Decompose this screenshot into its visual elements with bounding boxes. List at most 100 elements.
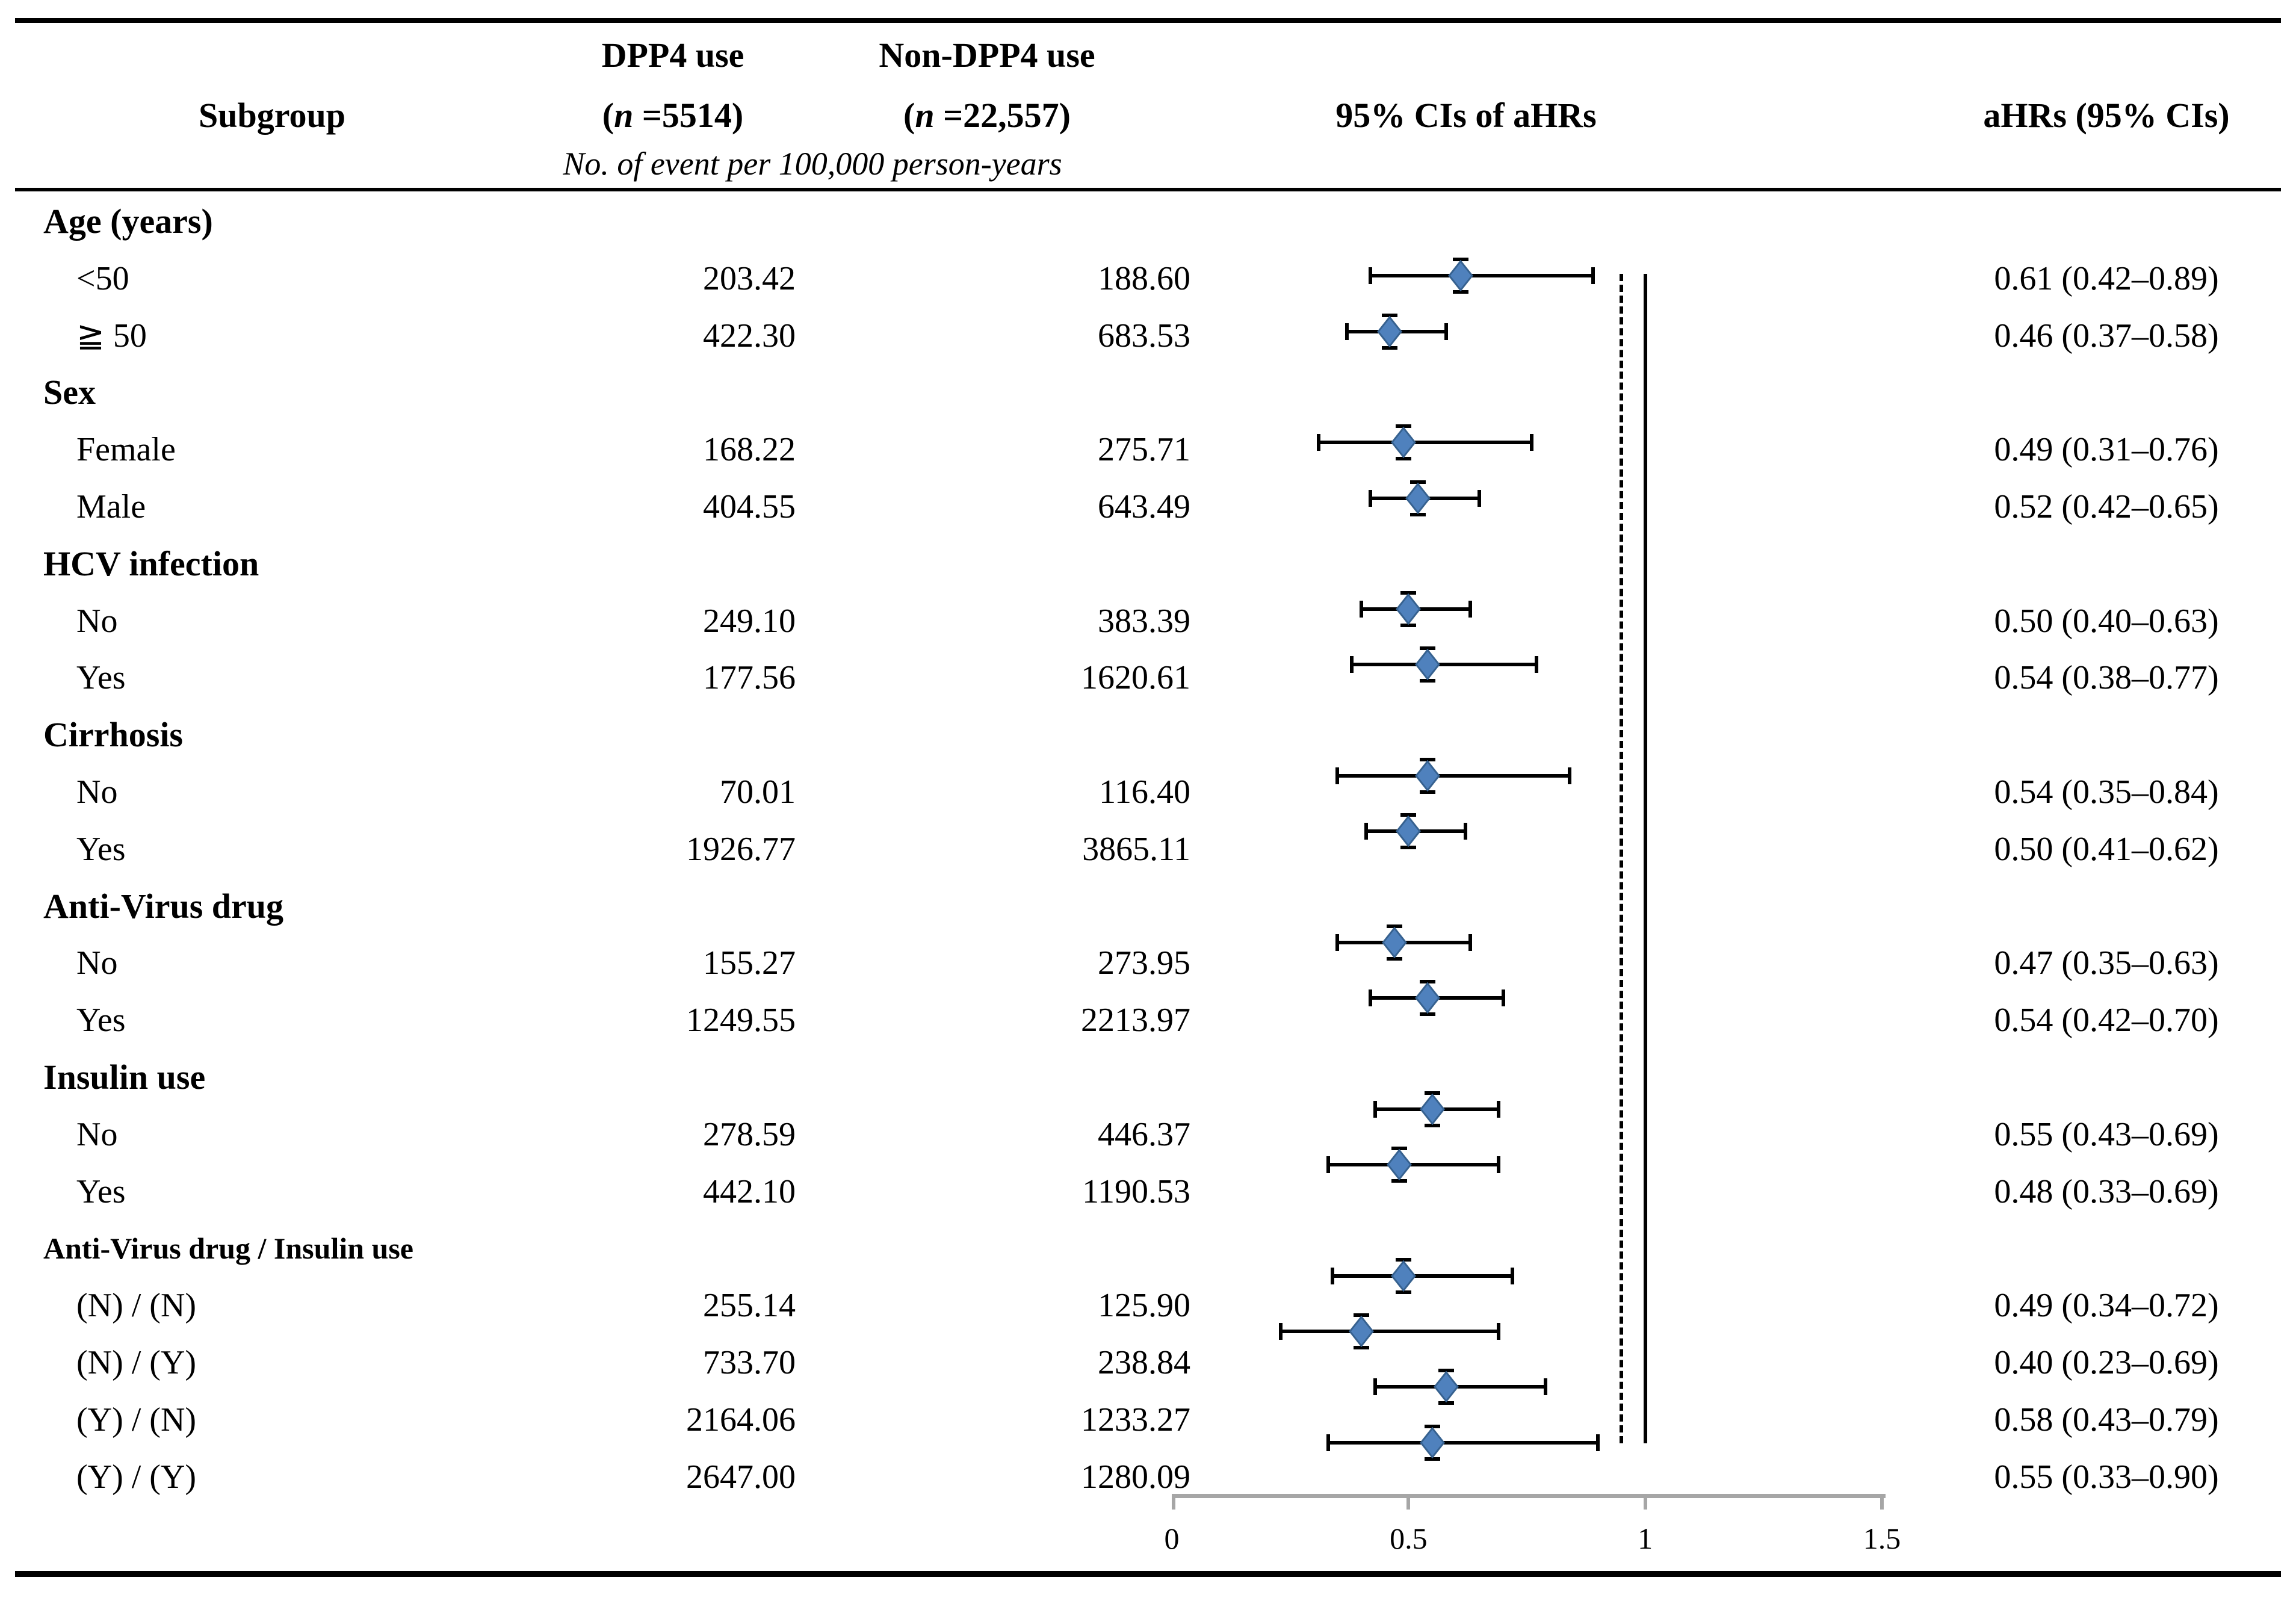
- nondpp4-events-value: 683.53: [1098, 317, 1190, 355]
- estimate-diamond-icon: [1348, 1315, 1374, 1348]
- row-label: (N) / (N): [76, 1287, 197, 1325]
- err-cap-top: [1400, 591, 1417, 595]
- nondpp4-events-value: 275.71: [1098, 431, 1190, 469]
- nondpp4-n-italic: n: [915, 96, 935, 135]
- ci-cap-right: [1496, 1323, 1500, 1340]
- x-axis-tick: [1643, 1494, 1647, 1510]
- dpp4-events-value: 442.10: [703, 1172, 796, 1210]
- dpp4-events-value: 168.22: [703, 431, 796, 469]
- ci-cap-right: [1468, 934, 1472, 951]
- err-cap-top: [1424, 1424, 1440, 1428]
- ci-cap-right: [1478, 489, 1482, 507]
- estimate-diamond-icon: [1396, 815, 1422, 847]
- err-cap-top: [1424, 1091, 1440, 1095]
- ci-cap-left: [1335, 767, 1340, 784]
- err-cap-top: [1400, 813, 1417, 817]
- row-label: No: [76, 773, 118, 811]
- ci-line: [1280, 1330, 1499, 1333]
- ci-cap-left: [1369, 489, 1373, 507]
- err-cap-bottom: [1424, 1123, 1440, 1127]
- ci-cap-left: [1369, 989, 1373, 1007]
- row-label: No: [76, 1115, 118, 1153]
- bottom-rule: [15, 1571, 2281, 1577]
- ci-cap-right: [1501, 989, 1505, 1007]
- ci-cap-right: [1591, 267, 1595, 285]
- row-label: <50: [76, 259, 129, 297]
- x-axis-tick-label: 1: [1638, 1522, 1653, 1555]
- nondpp4-events-value: 643.49: [1098, 488, 1190, 525]
- err-cap-bottom: [1438, 1401, 1455, 1405]
- err-cap-top: [1452, 258, 1468, 262]
- err-cap-bottom: [1391, 1179, 1407, 1183]
- dpp4-n-italic: n: [614, 96, 634, 135]
- x-axis-line: [1172, 1494, 1886, 1498]
- col-header-ahr: aHRs (95% CIs): [1983, 96, 2230, 135]
- nondpp4-events-value: 238.84: [1098, 1344, 1190, 1381]
- err-cap-bottom: [1400, 846, 1417, 850]
- events-note: No. of event per 100,000 person-years: [563, 146, 1062, 182]
- ahr-ci-value: 0.50 (0.41–0.62): [1994, 830, 2219, 868]
- ahr-ci-value: 0.54 (0.35–0.84): [1994, 773, 2219, 811]
- err-cap-bottom: [1381, 345, 1397, 350]
- ahr-ci-value: 0.55 (0.43–0.69): [1994, 1115, 2219, 1153]
- ci-cap-right: [1511, 1267, 1515, 1284]
- ahr-ci-value: 0.46 (0.37–0.58): [1994, 317, 2219, 355]
- col-header-nondpp4-title: Non-DPP4 use: [879, 36, 1095, 75]
- section-header: Insulin use: [43, 1058, 206, 1097]
- ci-cap-left: [1316, 434, 1320, 451]
- section-header: HCV infection: [43, 544, 259, 583]
- ahr-ci-value: 0.54 (0.38–0.77): [1994, 659, 2219, 697]
- ci-cap-left: [1369, 267, 1373, 285]
- ci-cap-left: [1345, 323, 1349, 340]
- err-cap-top: [1419, 758, 1435, 761]
- estimate-diamond-icon: [1405, 482, 1431, 514]
- row-label: ≧ 50: [76, 317, 147, 355]
- err-cap-bottom: [1419, 1012, 1435, 1017]
- dpp4-events-value: 1926.77: [686, 830, 796, 868]
- err-cap-bottom: [1424, 1457, 1440, 1461]
- dpp4-events-value: 70.01: [720, 773, 796, 811]
- ahr-ci-value: 0.55 (0.33–0.90): [1994, 1458, 2219, 1496]
- section-header: Cirrhosis: [43, 715, 183, 755]
- estimate-diamond-icon: [1381, 926, 1407, 959]
- col-header-dpp4-title: DPP4 use: [601, 36, 744, 75]
- nondpp4-events-value: 273.95: [1098, 944, 1190, 982]
- dpp4-events-value: 404.55: [703, 488, 796, 525]
- err-cap-top: [1353, 1313, 1369, 1317]
- ci-cap-right: [1444, 323, 1449, 340]
- row-label: (N) / (Y): [76, 1344, 197, 1381]
- ci-cap-left: [1373, 1100, 1378, 1118]
- estimate-diamond-icon: [1414, 648, 1440, 681]
- x-axis-tick-label: 0: [1164, 1522, 1180, 1555]
- row-label: Male: [76, 488, 146, 525]
- err-cap-top: [1410, 480, 1426, 484]
- ci-line: [1328, 1163, 1499, 1167]
- err-cap-bottom: [1386, 956, 1402, 961]
- ahr-ci-value: 0.54 (0.42–0.70): [1994, 1002, 2219, 1039]
- estimate-diamond-icon: [1419, 1426, 1445, 1459]
- dpp4-events-value: 2647.00: [686, 1458, 796, 1496]
- nondpp4-events-value: 125.90: [1098, 1287, 1190, 1325]
- ci-cap-left: [1331, 1267, 1335, 1284]
- nondpp4-events-value: 2213.97: [1081, 1002, 1190, 1039]
- ci-cap-right: [1596, 1434, 1600, 1451]
- err-cap-bottom: [1452, 290, 1468, 294]
- nondpp4-events-value: 1233.27: [1081, 1401, 1190, 1439]
- err-cap-top: [1419, 980, 1435, 984]
- estimate-diamond-icon: [1376, 315, 1402, 348]
- top-rule: [15, 18, 2281, 23]
- ci-cap-left: [1326, 1156, 1330, 1174]
- row-label: (Y) / (Y): [76, 1458, 197, 1496]
- ahr-ci-value: 0.52 (0.42–0.65): [1994, 488, 2219, 525]
- ci-cap-left: [1335, 934, 1340, 951]
- row-label: Yes: [76, 659, 126, 697]
- ci-cap-left: [1326, 1434, 1330, 1451]
- estimate-diamond-icon: [1414, 760, 1440, 792]
- x-axis-tick: [1880, 1494, 1884, 1510]
- ahr-ci-value: 0.49 (0.31–0.76): [1994, 431, 2219, 469]
- err-cap-bottom: [1400, 624, 1417, 628]
- err-cap-bottom: [1353, 1346, 1369, 1349]
- dpp4-events-value: 733.70: [703, 1344, 796, 1381]
- ahr-ci-value: 0.58 (0.43–0.79): [1994, 1401, 2219, 1439]
